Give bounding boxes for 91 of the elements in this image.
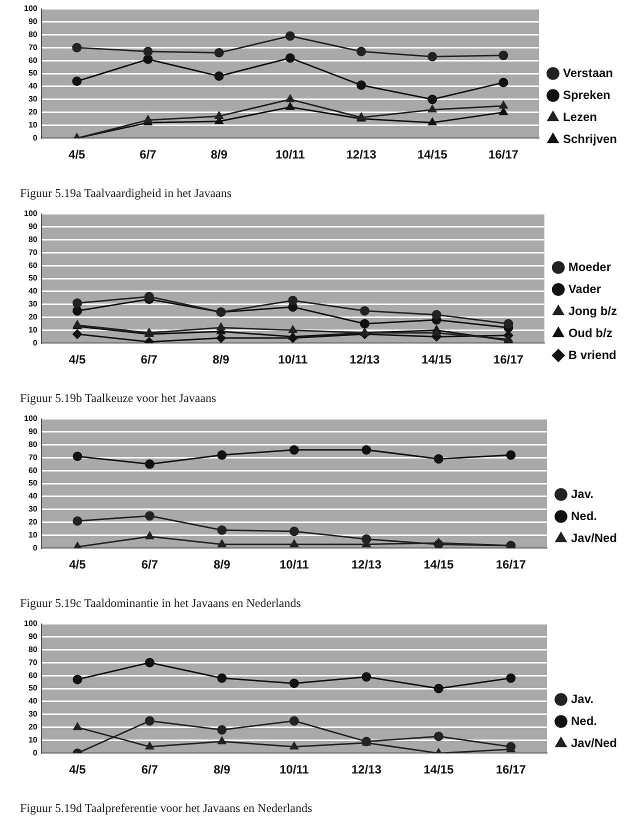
x-tick-label: 8/9 (214, 558, 231, 572)
y-tick-label: 40 (28, 696, 38, 706)
y-tick-label: 80 (28, 30, 38, 39)
legend-label: Spreken (562, 88, 610, 102)
x-tick-label: 4/5 (68, 148, 86, 162)
y-tick-label: 40 (28, 492, 38, 501)
y-tick-label: 0 (32, 543, 38, 552)
y-tick-label: 80 (28, 644, 38, 654)
x-tick-label: 4/5 (68, 352, 86, 367)
y-tick-label: 10 (28, 530, 38, 540)
y-tick-label: 10 (28, 735, 38, 744)
y-tick-label: 60 (28, 260, 38, 270)
text: Figuur 5.19d Taalpreferentie voor het Javaans en Nederlands (20, 800, 312, 815)
y-tick-label: 20 (28, 108, 38, 117)
legend-label: Ned. (570, 714, 597, 728)
x-tick-label: 14/15 (424, 762, 454, 777)
y-tick-label: 10 (28, 120, 38, 130)
text: Figuur 5.19a Taalvaardigheid in het Javaans (20, 186, 232, 200)
y-tick-label: 50 (28, 684, 38, 693)
y-tick-label: 50 (28, 68, 38, 78)
x-tick-label: 14/15 (422, 352, 452, 367)
x-tick-label: 10/11 (279, 558, 310, 572)
y-tick-label: 70 (28, 42, 38, 52)
y-tick-label: 0 (32, 748, 38, 758)
x-tick-label: 12/13 (346, 148, 377, 162)
y-tick-label: 10 (28, 325, 38, 334)
x-tick-label: 4/5 (69, 762, 86, 777)
legend-label: Jav. (570, 692, 594, 706)
x-tick-label: 10/11 (275, 148, 306, 162)
x-tick-label: 16/17 (496, 558, 526, 572)
y-tick-label: 60 (28, 466, 38, 475)
legend-label: Schrijven (562, 132, 618, 146)
y-tick-label: 40 (28, 286, 38, 296)
y-tick-label: 90 (28, 222, 38, 231)
x-tick-label: 14/15 (424, 558, 454, 572)
x-tick-label: 10/11 (279, 762, 310, 777)
y-tick-label: 0 (32, 338, 38, 348)
x-tick-label: 16/17 (493, 352, 524, 367)
y-tick-label: 90 (28, 16, 38, 26)
text: Figuur 5.19c Taaldominantie in het Javaans en Nederlands (20, 596, 302, 610)
y-tick-label: 30 (28, 94, 38, 104)
y-tick-label: 70 (28, 452, 38, 462)
x-tick-label: 12/13 (351, 558, 382, 572)
x-tick-label: 6/7 (140, 148, 157, 162)
x-tick-label: 16/17 (488, 148, 519, 162)
x-tick-label: 8/9 (214, 762, 231, 777)
legend-label: Jav. (570, 486, 594, 501)
legend-label: Ned. (570, 508, 597, 523)
x-tick-label: 10/11 (278, 352, 308, 367)
y-tick-label: 80 (28, 234, 38, 244)
legend-label: Oud b/z (568, 326, 612, 340)
y-tick-label: 100 (24, 619, 38, 628)
y-tick-label: 100 (24, 4, 38, 14)
y-tick-label: 30 (28, 504, 38, 514)
x-tick-label: 6/7 (140, 352, 158, 367)
x-tick-label: 6/7 (141, 762, 158, 777)
x-tick-label: 12/13 (351, 762, 382, 777)
y-tick-label: 90 (28, 632, 38, 641)
legend-label: B vriend (568, 348, 616, 362)
legend-label: Jav/Ned (570, 530, 618, 545)
x-tick-label: 12/13 (350, 352, 380, 367)
y-tick-label: 100 (24, 414, 38, 424)
text: Figuur 5.19b Taalkeuze voor het Javaans (20, 390, 217, 405)
y-tick-label: 30 (28, 300, 38, 309)
y-tick-label: 20 (28, 312, 38, 322)
y-tick-label: 80 (28, 440, 38, 449)
x-tick-label: 16/17 (496, 762, 526, 777)
legend-label: Jav/Ned (570, 736, 618, 750)
y-tick-label: 70 (28, 658, 38, 667)
y-tick-label: 20 (28, 722, 38, 732)
y-tick-label: 60 (28, 670, 38, 680)
y-tick-label: 90 (28, 426, 38, 436)
y-tick-label: 30 (28, 710, 38, 719)
legend-label: Lezen (562, 110, 597, 124)
legend-label: Vader (568, 282, 602, 296)
x-tick-label: 8/9 (212, 352, 230, 367)
y-tick-label: 50 (28, 478, 38, 488)
legend-label: Jong b/z (568, 304, 618, 318)
x-tick-label: 8/9 (210, 148, 228, 162)
x-tick-label: 4/5 (69, 558, 86, 572)
y-tick-label: 40 (28, 82, 38, 91)
y-tick-label: 0 (32, 133, 38, 142)
legend-label: Moeder (568, 260, 612, 274)
y-tick-label: 60 (28, 56, 38, 65)
y-tick-label: 70 (28, 248, 38, 257)
x-tick-label: 14/15 (417, 148, 448, 162)
legend-label: Verstaan (562, 66, 614, 80)
y-tick-label: 100 (24, 209, 38, 218)
y-tick-label: 20 (28, 518, 38, 527)
x-tick-label: 6/7 (141, 558, 158, 572)
y-tick-label: 50 (28, 274, 38, 283)
